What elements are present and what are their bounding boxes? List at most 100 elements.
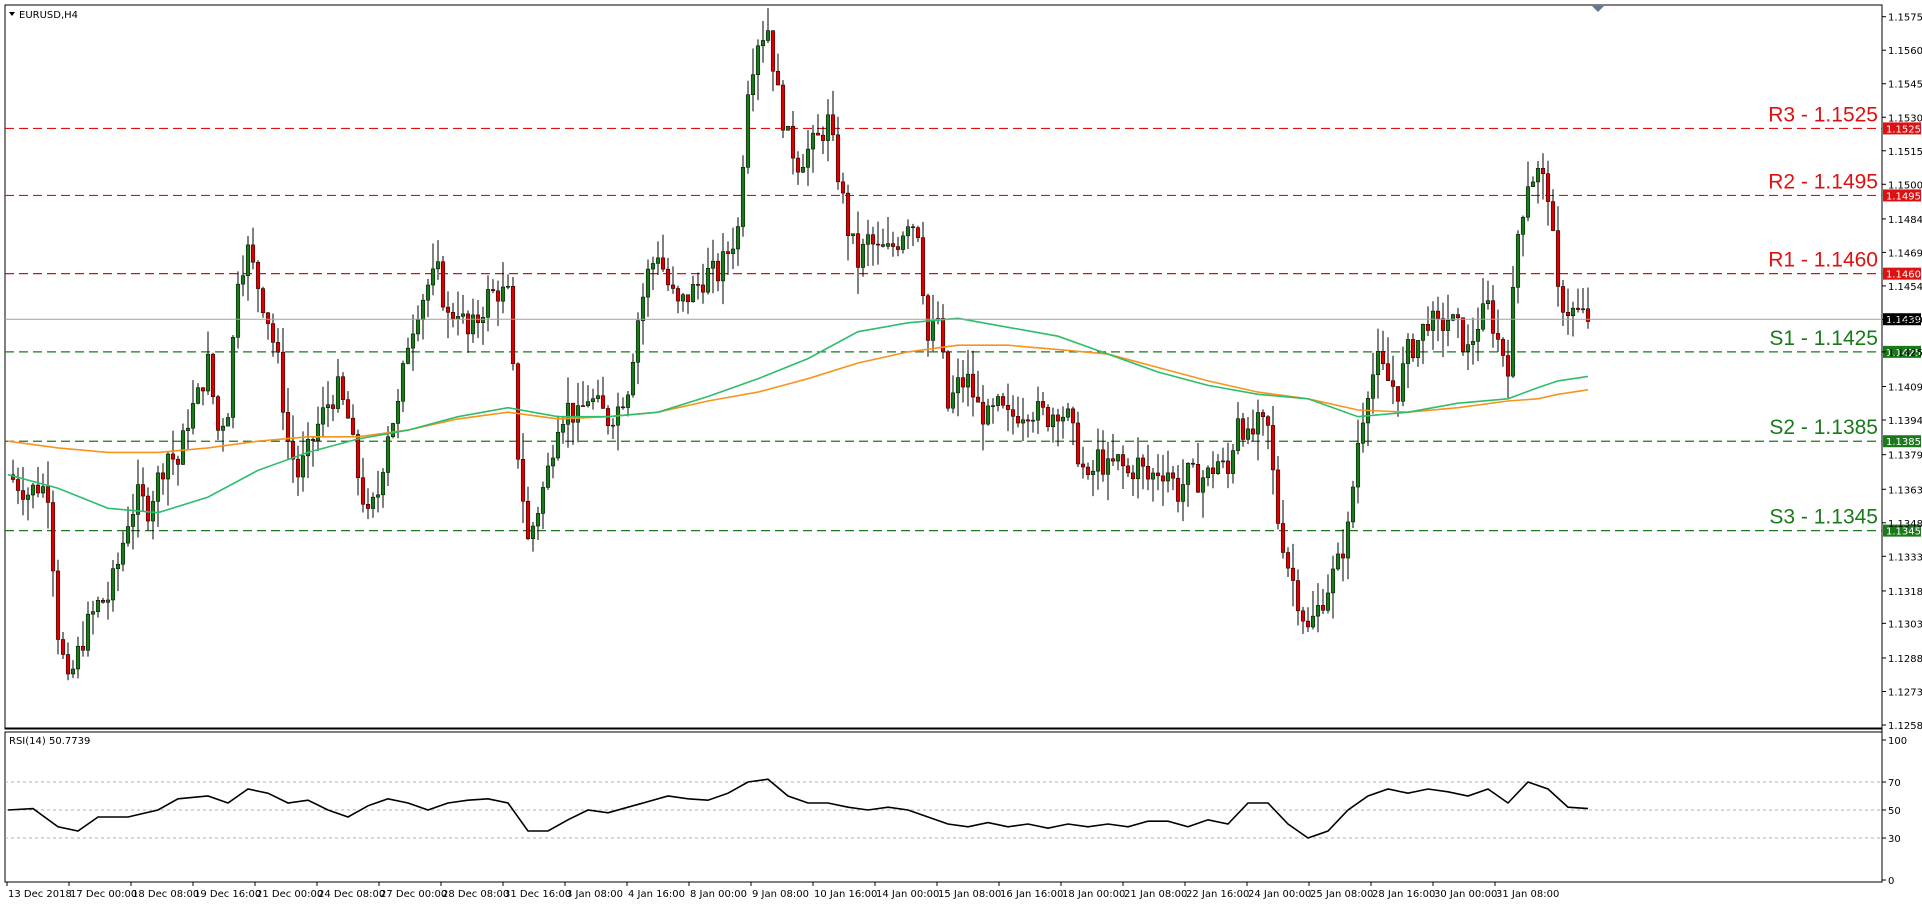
candle-body	[55, 570, 61, 640]
candle-body	[360, 477, 366, 505]
candle-body	[155, 472, 161, 502]
level-price-box	[1883, 189, 1921, 202]
candle-body	[1575, 307, 1581, 310]
x-tick-label: 10 Jan 16:00	[814, 889, 877, 900]
x-tick-label: 31 Jan 08:00	[1496, 889, 1559, 900]
candle-body	[945, 351, 951, 409]
candle-body	[1195, 464, 1201, 493]
candle-body	[755, 45, 761, 75]
candle-body	[345, 399, 351, 419]
candle-body	[655, 257, 661, 264]
candle-body	[300, 455, 306, 478]
candle-body	[1315, 605, 1321, 617]
candle-body	[290, 441, 296, 460]
candle-body	[725, 251, 731, 254]
y-tick-label: 1.15300	[1888, 113, 1922, 124]
y-tick-label: 1.13790	[1888, 451, 1922, 462]
candle-body	[1290, 567, 1296, 581]
rsi-tick-label: 100	[1888, 736, 1907, 747]
candle-body	[355, 434, 361, 478]
candle-body	[315, 423, 321, 441]
shift-marker-icon[interactable]	[1592, 6, 1604, 12]
candle-body	[1215, 461, 1221, 474]
candle-body	[1475, 328, 1481, 342]
y-tick-label: 1.14095	[1888, 382, 1922, 393]
candle-body	[65, 654, 71, 675]
level-price-box	[1883, 345, 1921, 358]
candle-body	[990, 405, 996, 407]
y-tick-label: 1.13035	[1888, 619, 1922, 630]
candle-body	[145, 495, 151, 522]
candle-body	[635, 320, 641, 363]
rsi-tick-label: 30	[1888, 834, 1901, 845]
candle-body	[1235, 418, 1241, 451]
candle-body	[140, 484, 146, 497]
candle-body	[1025, 419, 1031, 422]
candle-body	[560, 424, 566, 433]
candle-body	[865, 234, 871, 245]
candle-body	[1445, 320, 1451, 331]
candle-body	[375, 494, 381, 498]
candle-body	[695, 284, 701, 286]
x-tick-label: 17 Dec 00:00	[70, 889, 137, 900]
candle-body	[1155, 472, 1161, 477]
candle-body	[975, 396, 981, 403]
x-tick-label: 24 Dec 08:00	[318, 889, 385, 900]
x-tick-label: 16 Jan 16:00	[1000, 889, 1063, 900]
candle-body	[1250, 428, 1256, 435]
candle-body	[235, 283, 241, 338]
candle-body	[245, 244, 251, 276]
candle-body	[410, 333, 416, 349]
rsi-line	[7, 778, 1589, 839]
candle-body	[165, 453, 171, 480]
x-tick-label: 9 Jan 08:00	[752, 889, 809, 900]
candle-body	[825, 114, 831, 141]
candle-body	[1265, 416, 1271, 426]
candle-body	[330, 404, 336, 409]
candle-body	[1035, 401, 1041, 421]
y-tick-label: 1.14695	[1888, 248, 1922, 259]
y-tick-label: 1.13180	[1888, 587, 1922, 598]
candle-body	[250, 244, 256, 263]
candle-body	[535, 513, 541, 527]
level-price-box	[1883, 435, 1921, 448]
candle-body	[830, 114, 836, 136]
candle-body	[60, 639, 66, 655]
candle-body	[1355, 442, 1361, 488]
x-tick-label: 18 Dec 08:00	[132, 889, 199, 900]
candle-body	[1435, 310, 1441, 319]
candle-body	[1040, 401, 1046, 408]
y-tick-label: 1.12580	[1888, 721, 1922, 732]
candle-body	[1140, 457, 1146, 467]
candle-body	[625, 394, 631, 408]
x-tick-label: 28 Jan 16:00	[1372, 889, 1435, 900]
y-tick-label: 1.14395	[1888, 315, 1922, 326]
y-tick-label: 1.13485	[1888, 519, 1922, 530]
candle-body	[180, 430, 186, 465]
level-label: R1 - 1.1460	[1768, 249, 1878, 272]
candle-body	[370, 496, 376, 509]
candle-body	[860, 244, 866, 268]
ma-orange-line	[7, 344, 1589, 454]
candle-body	[320, 407, 326, 425]
collapse-triangle-icon[interactable]	[9, 12, 15, 16]
x-tick-label: 21 Dec 00:00	[256, 889, 323, 900]
ma-green-line	[7, 317, 1589, 514]
candle-body	[80, 645, 86, 651]
candle-body	[380, 472, 386, 496]
candle-body	[1525, 186, 1531, 218]
candle-body	[425, 284, 431, 301]
rsi-tick-label: 70	[1888, 778, 1901, 789]
candle-body	[480, 317, 486, 324]
candle-body	[790, 125, 796, 159]
candle-body	[120, 542, 126, 565]
candle-body	[110, 568, 116, 601]
candle-body	[1020, 419, 1026, 424]
rsi-panel	[4, 731, 1883, 883]
y-tick-label: 1.15450	[1888, 80, 1922, 91]
level-labels: R3 - 1.1525 1.15250 R2 - 1.1495 1.14950 R1 -…	[1768, 103, 1922, 537]
candle-body	[1165, 472, 1171, 482]
candle-body	[1305, 620, 1311, 628]
candle-body	[1200, 477, 1206, 493]
